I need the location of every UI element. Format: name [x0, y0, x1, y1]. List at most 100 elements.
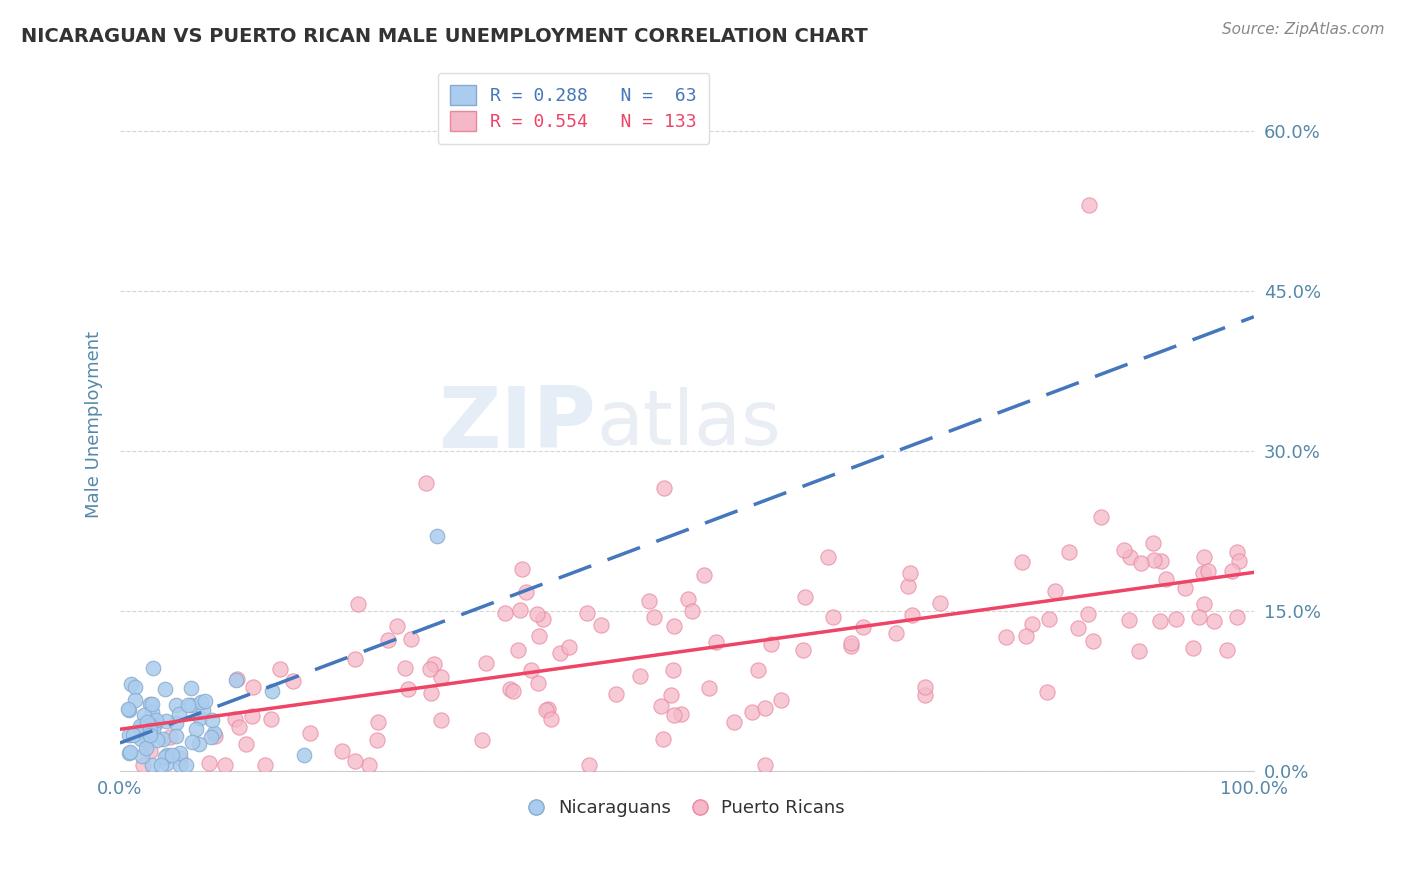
Point: [817, 550, 839, 565]
Point: [1156, 572, 1178, 586]
Point: [1036, 684, 1059, 698]
Point: [298, 726, 321, 740]
Point: [169, 747, 191, 761]
Point: [995, 630, 1018, 644]
Point: [652, 481, 675, 495]
Point: [132, 758, 155, 772]
Point: [426, 529, 449, 543]
Point: [118, 703, 141, 717]
Point: [578, 758, 600, 772]
Point: [793, 590, 815, 604]
Point: [769, 692, 792, 706]
Point: [117, 702, 139, 716]
Point: [659, 688, 682, 702]
Point: [506, 643, 529, 657]
Point: [723, 714, 745, 729]
Text: ZIP: ZIP: [439, 383, 596, 466]
Point: [1226, 545, 1249, 559]
Point: [188, 711, 211, 725]
Point: [914, 689, 936, 703]
Point: [1119, 550, 1142, 565]
Point: [242, 680, 264, 694]
Point: [156, 756, 179, 771]
Point: [676, 591, 699, 606]
Point: [174, 758, 197, 772]
Point: [898, 566, 921, 580]
Point: [652, 732, 675, 747]
Point: [343, 652, 366, 666]
Point: [262, 684, 284, 698]
Point: [502, 684, 524, 698]
Point: [330, 744, 353, 758]
Point: [1202, 615, 1225, 629]
Point: [839, 636, 862, 650]
Point: [155, 714, 177, 729]
Point: [385, 619, 408, 633]
Point: [394, 661, 416, 675]
Point: [145, 714, 167, 728]
Point: [671, 706, 693, 721]
Point: [821, 609, 844, 624]
Point: [124, 693, 146, 707]
Point: [186, 723, 208, 737]
Point: [138, 718, 160, 732]
Point: [160, 747, 183, 762]
Point: [169, 758, 191, 772]
Point: [1021, 616, 1043, 631]
Point: [662, 663, 685, 677]
Point: [509, 603, 531, 617]
Point: [415, 475, 437, 490]
Point: [165, 716, 187, 731]
Point: [914, 680, 936, 694]
Point: [747, 663, 769, 677]
Point: [214, 758, 236, 772]
Point: [269, 661, 291, 675]
Point: [142, 723, 165, 737]
Point: [591, 617, 613, 632]
Point: [131, 731, 153, 746]
Point: [177, 698, 200, 713]
Point: [605, 687, 627, 701]
Point: [901, 608, 924, 623]
Point: [120, 745, 142, 759]
Point: [540, 712, 562, 726]
Point: [1130, 556, 1153, 570]
Point: [420, 686, 443, 700]
Point: [118, 728, 141, 742]
Point: [494, 606, 516, 620]
Point: [136, 734, 159, 748]
Point: [1225, 609, 1247, 624]
Point: [1198, 564, 1220, 578]
Point: [1142, 536, 1164, 550]
Point: [254, 757, 277, 772]
Point: [347, 597, 370, 611]
Point: [259, 713, 281, 727]
Point: [167, 707, 190, 722]
Point: [471, 733, 494, 747]
Point: [159, 731, 181, 745]
Point: [852, 620, 875, 634]
Point: [1015, 629, 1038, 643]
Point: [697, 681, 720, 695]
Point: [141, 758, 163, 772]
Point: [897, 579, 920, 593]
Point: [534, 703, 557, 717]
Point: [141, 705, 163, 719]
Point: [1078, 198, 1101, 212]
Point: [343, 754, 366, 768]
Point: [200, 730, 222, 744]
Point: [135, 741, 157, 756]
Point: [419, 662, 441, 676]
Point: [1128, 643, 1150, 657]
Point: [366, 733, 388, 747]
Point: [1192, 550, 1215, 565]
Point: [139, 728, 162, 742]
Point: [1077, 607, 1099, 621]
Point: [224, 712, 246, 726]
Point: [136, 714, 159, 729]
Point: [423, 657, 446, 672]
Point: [1143, 552, 1166, 566]
Point: [180, 681, 202, 695]
Point: [198, 756, 221, 771]
Point: [129, 721, 152, 735]
